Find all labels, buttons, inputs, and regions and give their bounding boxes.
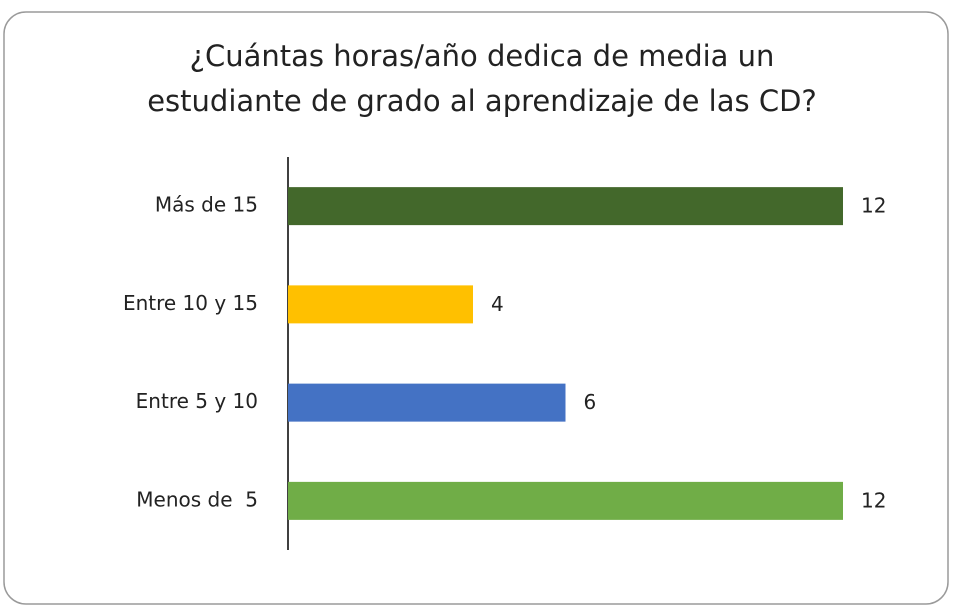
data-label: 4 <box>491 292 504 316</box>
y-tick-label: Menos de 5 <box>136 487 258 511</box>
y-tick-label: Entre 5 y 10 <box>136 389 258 413</box>
bar <box>288 187 843 226</box>
chart-title: ¿Cuántas horas/año dedica de media un <box>190 39 775 73</box>
bar <box>288 481 843 520</box>
data-label: 6 <box>584 390 597 414</box>
bar <box>288 383 566 422</box>
y-tick-label: Entre 10 y 15 <box>123 291 258 315</box>
y-tick-label: Más de 15 <box>155 193 258 217</box>
data-label: 12 <box>861 488 886 512</box>
bar <box>288 285 473 324</box>
chart-frame <box>3 11 949 605</box>
data-label: 12 <box>861 194 886 218</box>
chart-title: estudiante de grado al aprendizaje de la… <box>147 84 817 118</box>
